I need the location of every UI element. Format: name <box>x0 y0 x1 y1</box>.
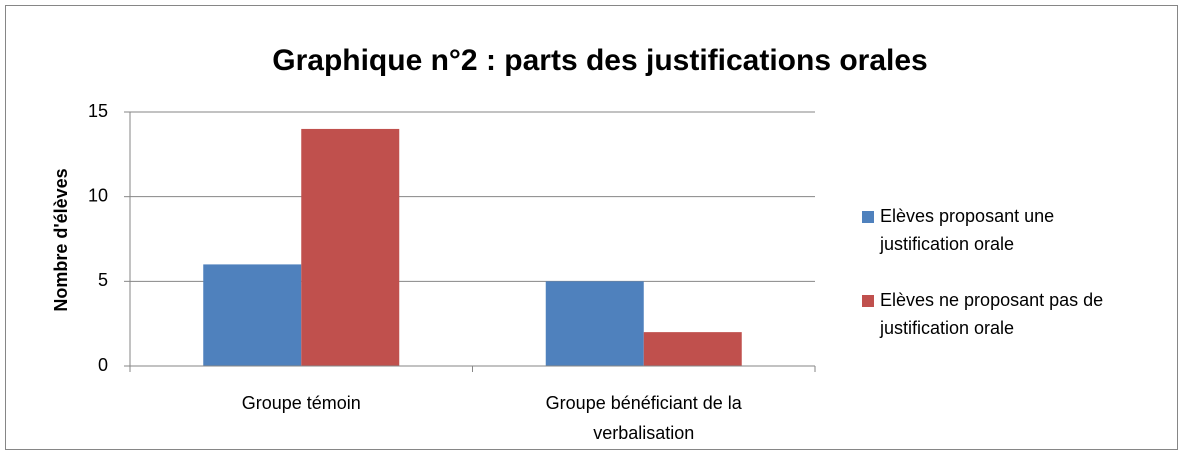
legend-swatch <box>862 295 874 307</box>
bar <box>203 264 302 366</box>
bar <box>643 332 742 366</box>
legend-swatch <box>862 211 874 223</box>
y-tick-label: 10 <box>88 185 108 205</box>
y-tick-label: 0 <box>98 355 108 375</box>
bar <box>301 128 400 366</box>
y-axis-label: Nombre d'élèves <box>51 168 71 311</box>
chart-title: Graphique n°2 : parts des justifications… <box>272 44 928 77</box>
y-tick-label: 15 <box>88 101 108 121</box>
x-tick-label: Groupe bénéficiant de la verbalisation <box>546 393 743 443</box>
y-tick-label: 5 <box>98 270 108 290</box>
x-tick-label: Groupe témoin <box>242 393 361 413</box>
legend-label: Elèves ne proposant pas de justification … <box>879 290 1103 338</box>
bar <box>545 281 644 366</box>
legend-label: Elèves proposant une justification orale <box>879 206 1054 254</box>
chart-border <box>5 5 1178 450</box>
